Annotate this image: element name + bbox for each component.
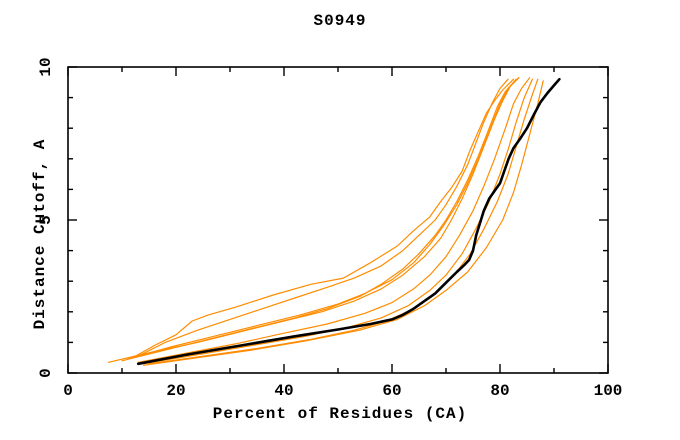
series-line-model-6 (143, 78, 534, 365)
x-tick-label: 40 (274, 382, 293, 400)
x-tick-label: 100 (594, 382, 623, 400)
x-axis-label: Percent of Residues (CA) (212, 405, 468, 423)
x-tick-label: 20 (166, 382, 185, 400)
y-tick-label: 10 (37, 57, 55, 76)
x-tick-label: 60 (382, 382, 401, 400)
series-line-model-1 (132, 78, 515, 359)
chart-title: S0949 (313, 12, 367, 30)
series-line-model-8 (143, 80, 544, 366)
y-tick-label: 5 (37, 215, 55, 225)
y-tick-label: 0 (37, 368, 55, 378)
y-axis-label: Distance Cutoff, A (31, 138, 49, 330)
series-line-model-2 (137, 78, 509, 357)
series-line-model-3 (121, 78, 517, 362)
series-line-reference-black (136, 77, 561, 366)
series-line-model-5 (137, 77, 531, 363)
x-tick-label: 80 (490, 382, 509, 400)
series-line-model-4 (107, 77, 520, 363)
plot-frame (67, 66, 609, 374)
x-tick-label: 0 (63, 382, 73, 400)
series-line-model-9 (126, 77, 520, 360)
